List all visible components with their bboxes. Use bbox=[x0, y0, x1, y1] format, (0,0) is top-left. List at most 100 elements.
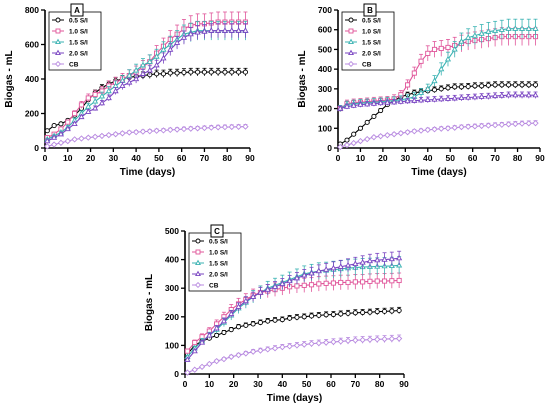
data-point bbox=[343, 141, 351, 149]
data-point bbox=[264, 286, 271, 292]
data-point bbox=[242, 123, 249, 130]
data-point bbox=[44, 143, 51, 150]
data-point bbox=[301, 282, 307, 288]
panel-letter-box bbox=[210, 224, 224, 238]
data-point bbox=[50, 141, 58, 148]
data-point bbox=[381, 278, 388, 284]
data-point bbox=[525, 25, 532, 31]
data-point bbox=[526, 82, 532, 88]
data-point bbox=[351, 131, 357, 137]
x-axis-title: Time (days) bbox=[267, 393, 322, 404]
data-point bbox=[357, 137, 364, 145]
data-point bbox=[417, 96, 425, 103]
data-point bbox=[396, 254, 403, 261]
x-tick-label: 90 bbox=[399, 379, 409, 389]
data-point bbox=[301, 271, 308, 278]
data-point bbox=[478, 122, 485, 130]
legend-label: CB bbox=[362, 61, 372, 68]
data-point bbox=[337, 143, 344, 151]
legend-label: 1.5 S/l bbox=[362, 39, 381, 46]
data-point bbox=[167, 126, 174, 134]
data-point bbox=[235, 303, 242, 309]
x-tick-label: 70 bbox=[351, 379, 361, 389]
data-point bbox=[221, 27, 229, 33]
y-tick-label: 600 bbox=[25, 40, 39, 50]
data-point bbox=[64, 125, 71, 132]
data-point bbox=[308, 269, 315, 276]
data-point bbox=[458, 84, 464, 90]
data-point bbox=[315, 339, 322, 347]
legend-swatch-marker bbox=[348, 28, 354, 34]
data-point bbox=[160, 54, 167, 61]
data-point bbox=[301, 341, 308, 348]
data-point bbox=[381, 256, 388, 262]
legend-swatch-marker bbox=[347, 60, 355, 68]
y-tick-label: 400 bbox=[25, 74, 39, 84]
data-point bbox=[395, 335, 403, 342]
series-2-0-s-l bbox=[337, 91, 539, 111]
series-line bbox=[47, 126, 246, 147]
x-tick-label: 40 bbox=[423, 153, 433, 163]
chart-panel-b: 0 100 200 300 400 500 600 700 0 10 20 30 40 50 60 70 80 9… bbox=[297, 3, 545, 178]
legend-swatch-marker bbox=[195, 249, 201, 255]
data-point bbox=[498, 26, 505, 32]
data-point bbox=[112, 131, 119, 138]
data-point bbox=[505, 91, 512, 98]
data-point bbox=[235, 351, 242, 359]
data-point bbox=[492, 92, 499, 99]
data-point bbox=[201, 124, 208, 132]
data-point bbox=[271, 283, 279, 289]
data-point bbox=[396, 307, 402, 314]
data-point bbox=[208, 69, 214, 75]
data-point bbox=[425, 50, 431, 56]
x-tick-label: 20 bbox=[86, 153, 96, 163]
legend-label: 1.5 S/l bbox=[209, 260, 228, 267]
data-point bbox=[154, 71, 160, 77]
data-point bbox=[431, 87, 438, 93]
data-point bbox=[257, 347, 264, 354]
data-point bbox=[499, 82, 505, 88]
data-point bbox=[242, 350, 249, 357]
data-point bbox=[330, 311, 336, 318]
data-point bbox=[294, 314, 300, 320]
data-point bbox=[222, 69, 228, 75]
data-point bbox=[112, 87, 119, 94]
data-point bbox=[279, 343, 286, 351]
data-point bbox=[57, 130, 65, 137]
data-point bbox=[126, 129, 133, 136]
panel-letter-box bbox=[363, 3, 377, 17]
data-point bbox=[471, 32, 478, 38]
data-point bbox=[330, 264, 337, 271]
data-point bbox=[491, 121, 499, 129]
data-point bbox=[519, 82, 525, 88]
data-point bbox=[438, 86, 444, 92]
data-point bbox=[498, 121, 506, 128]
x-tick-label: 80 bbox=[513, 153, 523, 163]
series-2-0-s-l bbox=[44, 23, 249, 144]
data-point bbox=[377, 99, 384, 106]
data-point bbox=[405, 82, 411, 88]
data-point bbox=[316, 312, 322, 318]
data-point bbox=[98, 132, 106, 140]
data-point bbox=[187, 30, 194, 37]
data-point bbox=[492, 27, 499, 33]
data-point bbox=[381, 335, 388, 343]
data-point bbox=[404, 97, 411, 104]
data-point bbox=[167, 70, 173, 76]
data-point bbox=[322, 339, 330, 346]
data-point bbox=[195, 69, 201, 75]
data-point bbox=[384, 132, 391, 139]
data-point bbox=[236, 69, 242, 75]
x-tick-label: 70 bbox=[490, 153, 500, 163]
data-point bbox=[126, 72, 133, 78]
data-point bbox=[471, 93, 478, 100]
data-point bbox=[360, 309, 366, 316]
data-point bbox=[330, 338, 337, 346]
data-point bbox=[431, 126, 438, 133]
data-point bbox=[374, 256, 381, 263]
data-point bbox=[71, 120, 78, 126]
legend-swatch-marker bbox=[195, 270, 201, 277]
data-point bbox=[174, 39, 181, 45]
legend-swatch-marker bbox=[55, 49, 61, 56]
legend-label: 1.0 S/l bbox=[362, 28, 381, 35]
